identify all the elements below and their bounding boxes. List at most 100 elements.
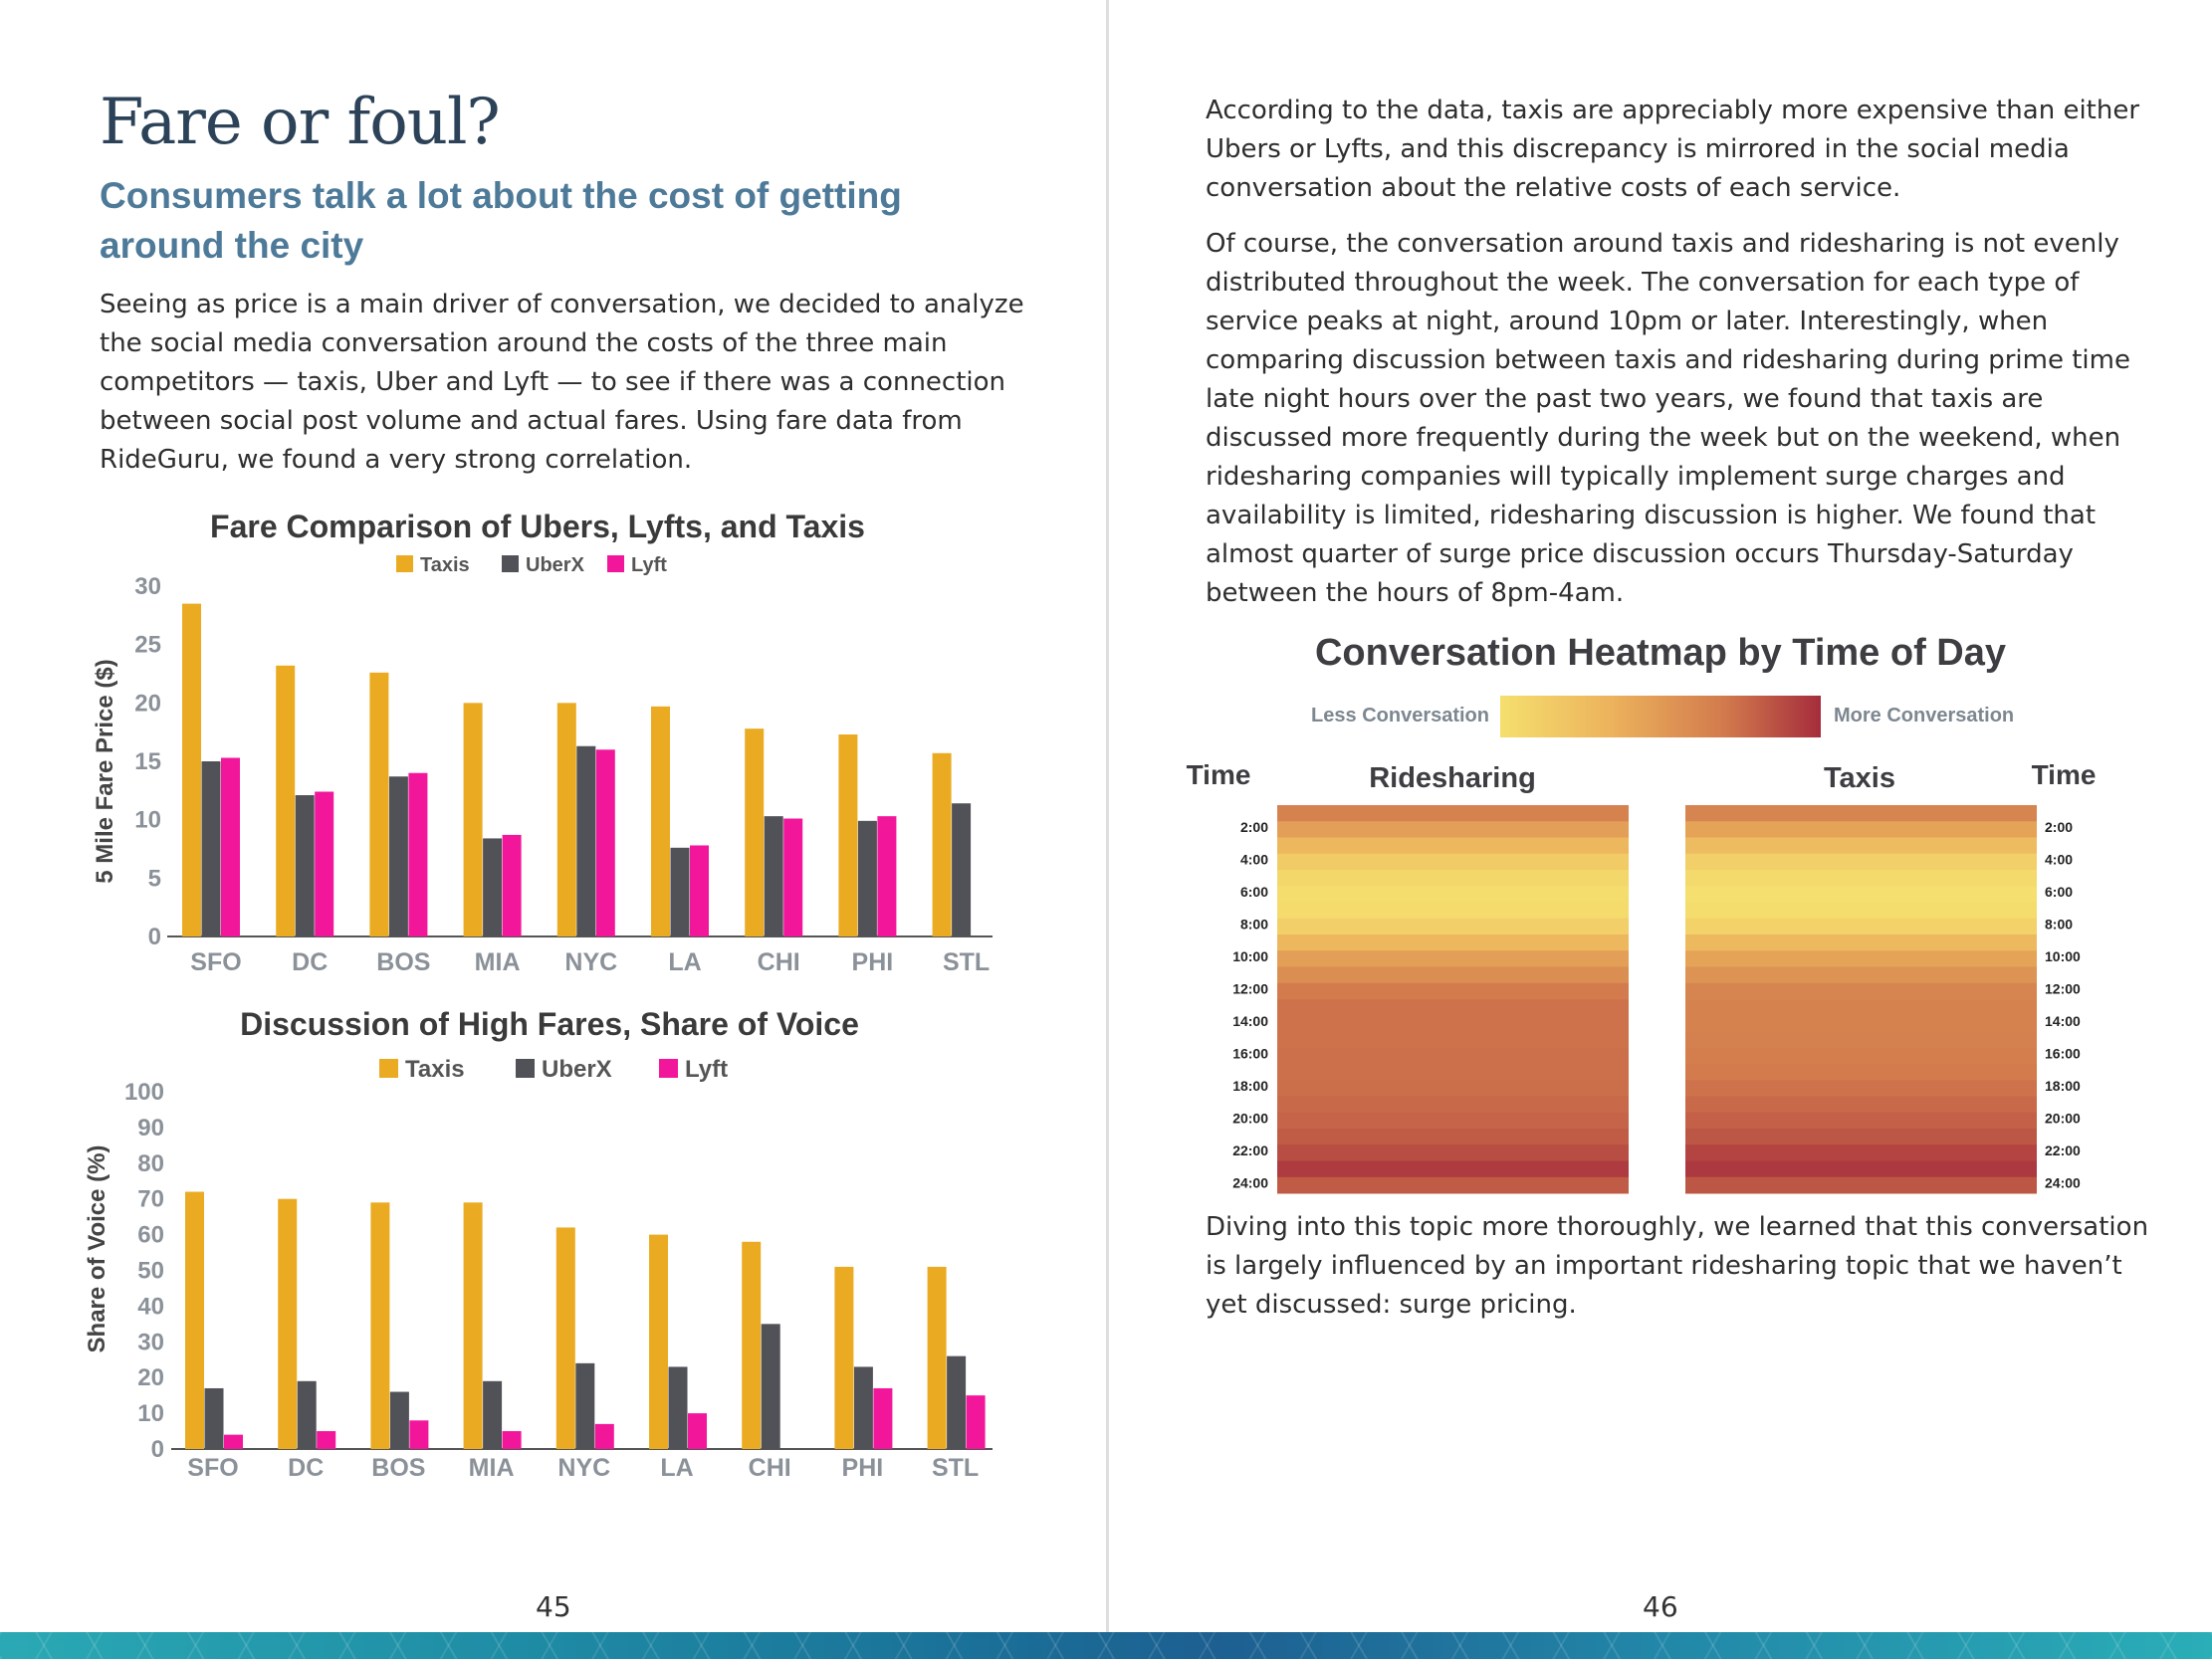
y-axis-label: 5 Mile Fare Price ($) — [92, 659, 118, 883]
bar-lyft-dc — [315, 791, 334, 936]
bar-lyft-la — [690, 845, 709, 936]
chart-title: Discussion of High Fares, Share of Voice — [240, 1006, 859, 1042]
time-tick-label-right: 4:00 — [2045, 852, 2073, 868]
y-tick-label: 10 — [134, 807, 161, 834]
bar-uberx-dc — [295, 795, 315, 936]
bar-taxis-sfo — [185, 1191, 204, 1449]
heat-cell-ridesharing — [1277, 1112, 1629, 1130]
heat-cell-taxis — [1685, 805, 2037, 822]
column-header-taxis: Taxis — [1824, 762, 1895, 794]
heat-cell-taxis — [1685, 1080, 2037, 1097]
heat-cell-taxis — [1685, 966, 2037, 984]
time-tick-label-left: 22:00 — [1232, 1142, 1268, 1158]
bar-taxis-chi — [742, 1241, 762, 1449]
page-title: Fare or foul? — [100, 86, 501, 159]
bar-taxis-chi — [745, 728, 765, 936]
heat-cell-taxis — [1685, 1112, 2037, 1130]
bar-uberx-stl — [947, 1355, 967, 1449]
heat-cell-ridesharing — [1277, 1080, 1629, 1097]
x-tick-label: DC — [288, 1454, 324, 1482]
bar-lyft-bos — [408, 772, 428, 936]
bar-uberx-bos — [388, 776, 408, 936]
heat-cell-ridesharing — [1277, 1160, 1629, 1178]
bar-uberx-sfo — [204, 1387, 224, 1449]
bar-lyft-stl — [966, 1395, 986, 1449]
heat-cell-ridesharing — [1277, 1031, 1629, 1049]
bar-uberx-dc — [297, 1380, 317, 1449]
heat-cell-taxis — [1685, 853, 2037, 871]
bar-taxis-mia — [463, 1202, 483, 1449]
time-tick-label-right: 2:00 — [2045, 819, 2073, 835]
bar-lyft-mia — [502, 1431, 522, 1449]
legend-swatch-taxis — [396, 555, 413, 572]
time-tick-label-right: 16:00 — [2045, 1046, 2081, 1062]
bar-lyft-nyc — [595, 749, 615, 936]
y-tick-label: 25 — [134, 632, 161, 659]
bar-taxis-bos — [369, 672, 389, 936]
heat-cell-taxis — [1685, 1064, 2037, 1081]
heat-cell-ridesharing — [1277, 821, 1629, 838]
bar-taxis-la — [651, 706, 670, 936]
right-page: According to the data, taxis are appreci… — [1109, 0, 2212, 1659]
bar-taxis-mia — [463, 703, 483, 936]
legend-high-label: More Conversation — [1834, 705, 2014, 726]
y-tick-label: 5 — [148, 865, 161, 892]
x-tick-label: SFO — [190, 948, 241, 976]
paragraph-1: According to the data, taxis are appreci… — [1206, 96, 2140, 203]
time-tick-label-right: 8:00 — [2045, 917, 2073, 933]
legend-swatch-taxis — [379, 1059, 398, 1078]
column-header-ridesharing: Ridesharing — [1369, 762, 1536, 794]
heat-cell-ridesharing — [1277, 1047, 1629, 1065]
legend-swatch-uberx — [516, 1059, 535, 1078]
intro-paragraph: Seeing as price is a main driver of conv… — [100, 290, 1024, 475]
y-tick-label: 10 — [137, 1400, 164, 1427]
bar-taxis-sfo — [182, 603, 201, 936]
conversation-heatmap: Conversation Heatmap by Time of Day Less … — [1187, 632, 2096, 1194]
heat-cell-taxis — [1685, 1176, 2037, 1194]
heat-cell-taxis — [1685, 1047, 2037, 1065]
heat-cell-ridesharing — [1277, 918, 1629, 935]
x-tick-label: PHI — [852, 948, 894, 976]
time-tick-label-left: 2:00 — [1240, 819, 1268, 835]
x-tick-label: PHI — [842, 1454, 884, 1482]
time-tick-label-left: 24:00 — [1232, 1175, 1268, 1191]
x-tick-label: CHI — [758, 948, 800, 976]
heat-cell-ridesharing — [1277, 886, 1629, 903]
bar-uberx-bos — [389, 1391, 409, 1449]
bar-taxis-nyc — [556, 703, 576, 936]
bar-taxis-stl — [932, 752, 952, 936]
heat-cell-ridesharing — [1277, 1096, 1629, 1114]
bar-taxis-dc — [276, 665, 296, 936]
legend-color-scale — [1500, 696, 1821, 737]
time-tick-label-left: 12:00 — [1232, 981, 1268, 997]
x-tick-label: LA — [668, 948, 701, 976]
time-tick-label-left: 18:00 — [1232, 1078, 1268, 1094]
heat-cell-taxis — [1685, 1096, 2037, 1114]
x-tick-label: DC — [292, 948, 328, 976]
page-divider — [1106, 0, 1109, 1659]
x-tick-label: STL — [943, 948, 990, 976]
heat-cell-taxis — [1685, 837, 2037, 855]
heat-cell-ridesharing — [1277, 805, 1629, 822]
y-tick-label: 0 — [148, 924, 161, 950]
bar-lyft-dc — [317, 1431, 336, 1449]
heat-cell-taxis — [1685, 1144, 2037, 1161]
x-tick-label: BOS — [376, 948, 430, 976]
heat-cell-taxis — [1685, 950, 2037, 967]
time-tick-label-left: 8:00 — [1240, 917, 1268, 933]
x-tick-label: NYC — [564, 948, 617, 976]
bar-taxis-phi — [834, 1266, 854, 1449]
heat-cell-taxis — [1685, 918, 2037, 935]
bar-lyft-sfo — [224, 1434, 243, 1449]
heat-cell-ridesharing — [1277, 950, 1629, 967]
bar-uberx-la — [668, 1366, 688, 1449]
time-tick-label-right: 10:00 — [2045, 948, 2081, 964]
heat-cell-ridesharing — [1277, 1176, 1629, 1194]
bar-uberx-phi — [853, 1366, 873, 1449]
bar-taxis-stl — [927, 1266, 947, 1449]
legend-label: Taxis — [405, 1056, 465, 1083]
heat-cell-ridesharing — [1277, 1129, 1629, 1145]
bar-uberx-sfo — [201, 761, 221, 936]
y-tick-label: 100 — [124, 1079, 164, 1106]
y-axis-label: Share of Voice (%) — [84, 1145, 111, 1353]
